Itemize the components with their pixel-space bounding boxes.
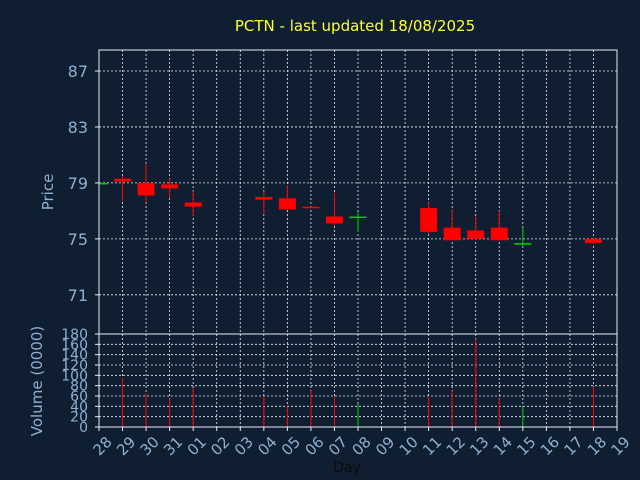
volume-tick-label-60: 60: [70, 389, 88, 405]
chart-title: PCTN - last updated 18/08/2025: [235, 17, 475, 35]
candle-body-14: [490, 227, 508, 241]
volume-tick-label-100: 100: [61, 368, 88, 384]
volume-tick-label-80: 80: [70, 379, 88, 395]
candle-body-04: [255, 196, 273, 200]
price-tick-label-79: 79: [68, 174, 88, 193]
candle-body-11: [420, 208, 438, 232]
volume-tick-label-140: 140: [61, 348, 88, 364]
volume-tick-label-0: 0: [79, 420, 88, 436]
price-tick-label-83: 83: [68, 118, 88, 137]
candle-body-18: [584, 238, 602, 244]
candle-body-30: [137, 182, 155, 196]
candle-body-05: [278, 198, 296, 210]
price-gridlines: [99, 50, 617, 334]
candle-body-07: [325, 216, 343, 224]
price-tick-label-75: 75: [68, 230, 88, 249]
candle-body-28: [100, 182, 108, 185]
price-tick-label-87: 87: [68, 62, 88, 81]
price-tick-label-71: 71: [68, 286, 88, 305]
volume-tick-label-20: 20: [70, 410, 88, 426]
candle-body-12: [443, 227, 461, 241]
price-axis-ticks: 71 75 79 83 87: [68, 62, 99, 305]
price-candles: [100, 163, 602, 246]
day-axis-label: Day: [333, 460, 361, 476]
candle-body-01: [184, 202, 202, 207]
candle-body-29: [114, 178, 132, 182]
candle-body-06: [302, 206, 320, 209]
volume-tick-label-160: 160: [61, 337, 88, 353]
volume-tick-label-40: 40: [70, 399, 88, 415]
volume-tick-label-120: 120: [61, 358, 88, 374]
candle-body-13: [467, 230, 485, 239]
candle-body-31: [161, 184, 179, 189]
price-axis-label: Price: [39, 174, 57, 211]
candle-body-15: [514, 243, 532, 245]
volume-axis-label: Volume (0000): [28, 326, 46, 436]
volume-bars: [122, 339, 594, 427]
volume-tick-label-180: 180: [61, 327, 88, 343]
candle-body-08: [349, 216, 367, 219]
